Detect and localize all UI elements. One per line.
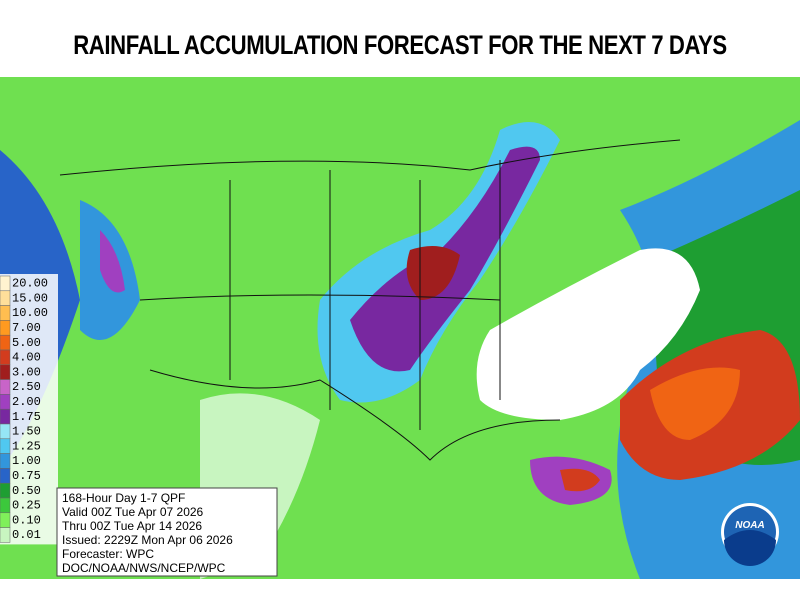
legend: 20.0015.0010.007.005.004.003.002.502.001… bbox=[0, 274, 58, 545]
legend-swatch bbox=[0, 438, 11, 454]
info-line: Issued: 2229Z Mon Apr 06 2026 bbox=[62, 533, 233, 547]
legend-swatch bbox=[0, 290, 11, 306]
legend-label: 20.00 bbox=[12, 277, 48, 291]
legend-swatch bbox=[0, 379, 11, 395]
legend-label: 2.00 bbox=[12, 395, 41, 409]
legend-label: 0.10 bbox=[12, 513, 41, 527]
info-line: Valid 00Z Tue Apr 07 2026 bbox=[62, 505, 204, 519]
legend-label: 1.25 bbox=[12, 439, 41, 453]
legend-label: 7.00 bbox=[12, 321, 41, 335]
info-line: 168-Hour Day 1-7 QPF bbox=[62, 491, 185, 505]
legend-swatch bbox=[0, 468, 11, 484]
legend-swatch bbox=[0, 497, 11, 514]
legend-swatch bbox=[0, 482, 11, 499]
legend-label: 1.50 bbox=[12, 425, 41, 439]
legend-label: 0.01 bbox=[12, 528, 41, 542]
legend-label: 10.00 bbox=[12, 306, 48, 320]
legend-label: 0.75 bbox=[12, 469, 41, 483]
info-box bbox=[56, 487, 278, 577]
logo-text: NOAA bbox=[735, 520, 764, 531]
legend-swatch bbox=[0, 364, 11, 380]
page-title: RAINFALL ACCUMULATION FORECAST FOR THE N… bbox=[73, 30, 727, 60]
legend-swatch bbox=[0, 349, 11, 366]
legend-label: 15.00 bbox=[12, 291, 48, 305]
legend-swatch bbox=[0, 334, 11, 351]
info-line: Forecaster: WPC bbox=[62, 547, 154, 561]
map-background bbox=[0, 77, 800, 579]
legend-label: 0.50 bbox=[12, 484, 41, 498]
info-line: Thru 00Z Tue Apr 14 2026 bbox=[62, 519, 202, 533]
legend-label: 1.00 bbox=[12, 454, 41, 468]
legend-label: 3.00 bbox=[12, 365, 41, 379]
legend-label: 0.25 bbox=[12, 499, 41, 513]
noaa-logo: NOAA bbox=[721, 503, 779, 566]
info-line: DOC/NOAA/NWS/NCEP/WPC bbox=[62, 561, 226, 575]
legend-swatch bbox=[0, 320, 11, 336]
legend-swatch bbox=[0, 305, 11, 321]
legend-label: 2.50 bbox=[12, 380, 41, 394]
legend-label: 4.00 bbox=[12, 351, 41, 365]
legend-label: 1.75 bbox=[12, 410, 41, 424]
legend-swatch bbox=[0, 512, 11, 528]
legend-swatch bbox=[0, 453, 11, 469]
legend-swatch bbox=[0, 527, 11, 543]
legend-swatch bbox=[0, 394, 11, 410]
legend-label: 5.00 bbox=[12, 336, 41, 350]
legend-swatch bbox=[0, 423, 11, 440]
legend-swatch bbox=[0, 408, 11, 425]
legend-swatch bbox=[0, 275, 11, 292]
boundaries bbox=[59, 139, 681, 461]
